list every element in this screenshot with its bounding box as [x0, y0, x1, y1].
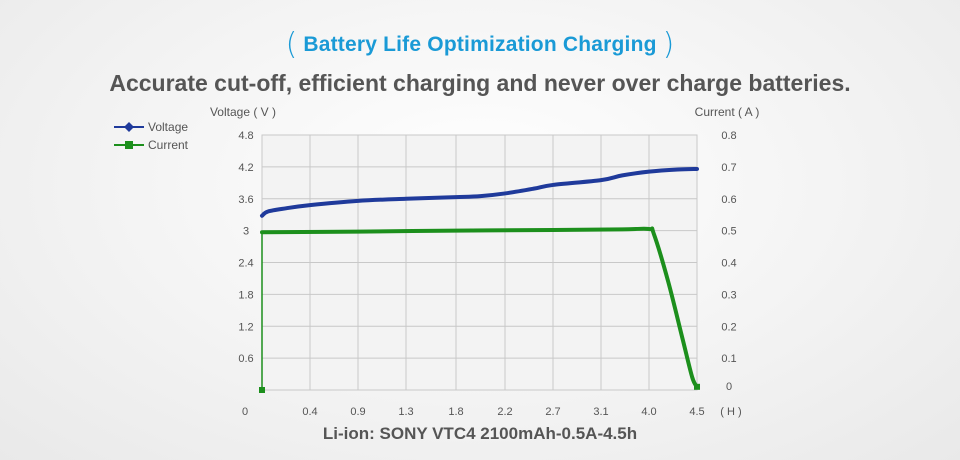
- y-left-tick-label: 1.2: [238, 321, 253, 333]
- y-right-tick-label: 0.7: [721, 162, 736, 174]
- legend-item-current: Current: [112, 136, 188, 154]
- y-left-tick-label: 0.6: [238, 353, 253, 365]
- current-line: [260, 226, 699, 389]
- x-tick-label: 3.1: [593, 406, 608, 418]
- y-left-tick-label: 1.8: [238, 289, 253, 301]
- y-right-tick-label: 0.1: [721, 353, 736, 365]
- y-left-tick-label: 2.4: [238, 258, 253, 270]
- x-tick-label: 2.2: [497, 406, 512, 418]
- x-tick-label: 1.8: [448, 406, 463, 418]
- y-axis-title-left: Voltage ( V ): [210, 105, 276, 119]
- y-right-tick-label: 0.4: [721, 258, 736, 270]
- y-left-tick-label: 3.6: [238, 194, 253, 206]
- voltage-legend-icon: [114, 122, 144, 132]
- title-box: ( Battery Life Optimization Charging ): [286, 28, 675, 62]
- chart-legend: Voltage Current: [112, 118, 188, 154]
- x-tick-label: 1.3: [398, 406, 413, 418]
- y-left-tick-label: 3: [243, 226, 249, 238]
- x-tick-label: 4.0: [641, 406, 656, 418]
- y-right-tick-label: 0.2: [721, 321, 736, 333]
- y-right-tick-label: 0.3: [721, 289, 736, 301]
- legend-label-current: Current: [148, 138, 189, 152]
- y-right-tick-label: 0.5: [721, 226, 736, 238]
- y-axis-title-right: Current ( A ): [695, 105, 760, 119]
- voltage-line: [260, 167, 699, 218]
- y-right-tick-label: 0.6: [721, 194, 736, 206]
- current-legend-icon: [114, 141, 144, 149]
- x-tick-label: 0.4: [302, 406, 317, 418]
- y-left-tick-label: 4.2: [238, 162, 253, 174]
- page-title: Battery Life Optimization Charging: [303, 33, 657, 56]
- left-bracket: (: [285, 27, 298, 62]
- y-right-tick-label: 0: [726, 381, 732, 393]
- x-axis-unit: ( H ): [720, 406, 741, 418]
- y-left-tick-label: 4.8: [238, 130, 253, 142]
- chart-caption: Li-ion: SONY VTC4 2100mAh-0.5A-4.5h: [322, 424, 638, 443]
- legend-label-voltage: Voltage: [148, 120, 189, 134]
- title-wrap: ( Battery Life Optimization Charging ): [0, 28, 960, 62]
- legend-item-voltage: Voltage: [112, 118, 188, 136]
- page-subtitle: Accurate cut-off, efficient charging and…: [109, 70, 851, 96]
- x-tick-label: 0: [242, 406, 248, 418]
- x-tick-label: 2.7: [545, 406, 560, 418]
- x-tick-label: 0.9: [350, 406, 365, 418]
- current-marker-start: [259, 387, 265, 393]
- x-tick-label: 4.5: [689, 406, 704, 418]
- current-marker-end: [694, 383, 700, 390]
- right-bracket: ): [662, 27, 675, 62]
- y-right-tick-label: 0.8: [721, 130, 736, 142]
